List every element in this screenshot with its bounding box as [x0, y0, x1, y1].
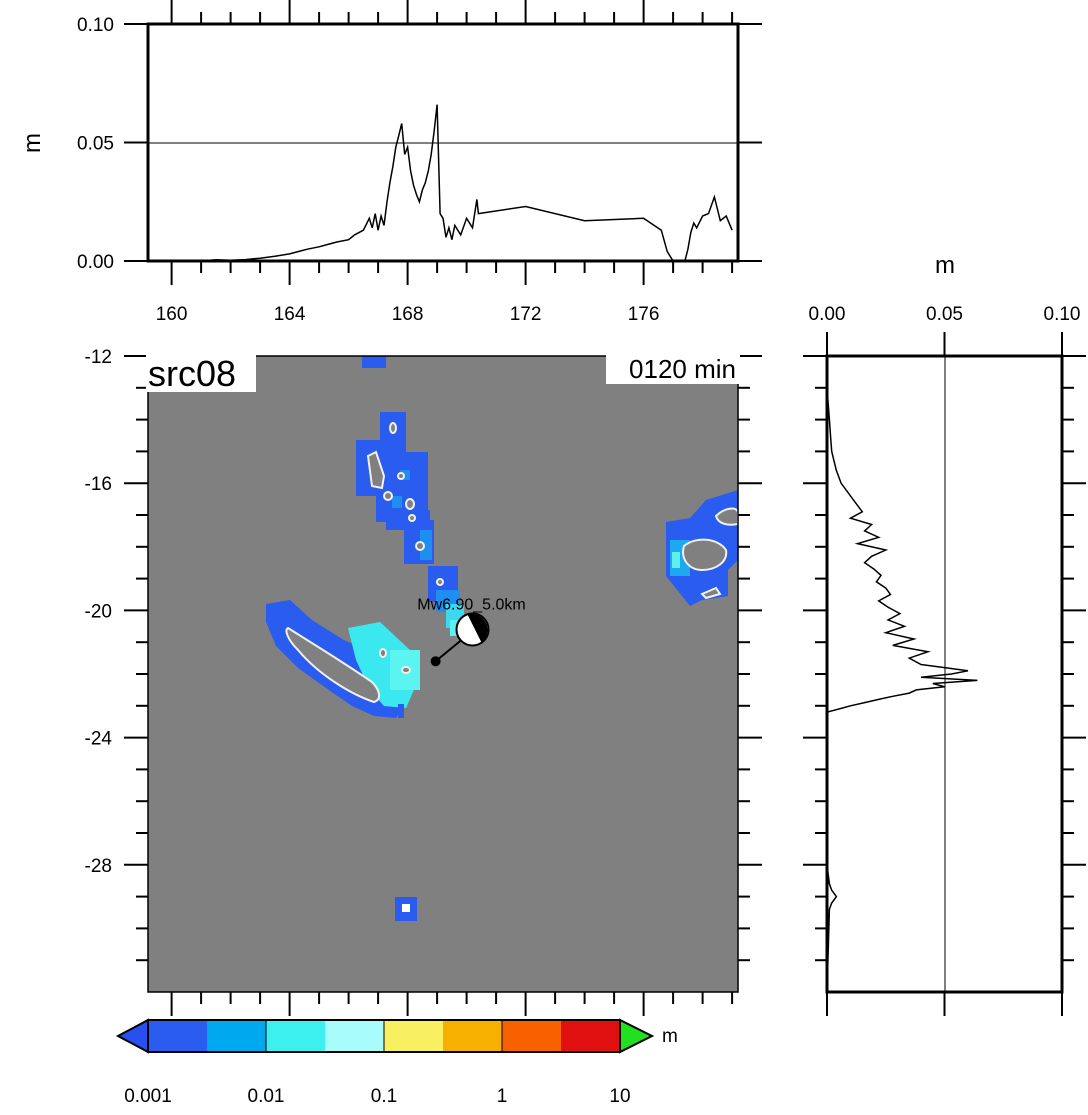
- top-xtick-label: 160: [156, 304, 188, 325]
- colorbar-segment: [561, 1020, 621, 1052]
- colorbar-label: 10: [609, 1086, 630, 1107]
- top-xtick-label: 164: [274, 304, 306, 325]
- event-label: Mw6.90_5.0km: [417, 596, 526, 613]
- colorbar-segment: [384, 1020, 444, 1052]
- colorbar-label: 1: [497, 1086, 508, 1107]
- top-profile-series-line: [151, 104, 733, 262]
- map-ocean-background: [148, 356, 738, 992]
- map-ytick-label: -16: [85, 474, 112, 495]
- colorbar-segment: [325, 1020, 385, 1052]
- colorbar-segment: [207, 1020, 267, 1052]
- top-xtick-label: 176: [628, 304, 660, 325]
- colorbar-under-arrow: [115, 1018, 149, 1054]
- map-panel: Mw6.90_5.0km -12 -16 -20 -24 -28 src08 0120 …: [85, 347, 762, 1016]
- colorbar-segment: [266, 1020, 326, 1052]
- time-label: 0120 min: [629, 354, 736, 384]
- colorbar-label: 0.1: [371, 1086, 397, 1107]
- map-ytick-label: -24: [85, 729, 113, 750]
- side-xtick-label: 0.05: [926, 304, 963, 325]
- wave-region-new-caledonia: [266, 600, 420, 718]
- top-profile-ylabel: m: [19, 133, 46, 153]
- top-ytick-label: 0.05: [77, 134, 114, 155]
- event-point: [430, 656, 441, 667]
- time-label-box: [606, 354, 740, 384]
- colorbar-segment: [502, 1020, 562, 1052]
- top-profile-panel: 0.10 0.05 0.00 160 164 168 172 176 m: [19, 0, 762, 325]
- colorbar-segment: [443, 1020, 503, 1052]
- map-ytick-label: -20: [85, 601, 112, 622]
- wave-region-fiji: [666, 490, 738, 606]
- side-xtick-label: 0.00: [809, 304, 846, 325]
- event-marker: Mw6.90_5.0km: [417, 596, 526, 667]
- source-label: src08: [148, 353, 236, 394]
- colorbar-segment: [148, 1020, 208, 1052]
- top-ytick-label: 0.00: [77, 252, 114, 273]
- top-xtick-label: 172: [510, 304, 542, 325]
- side-profile-xlabel: m: [935, 252, 955, 279]
- focal-mechanism-icon: [455, 612, 490, 647]
- source-label-box: [146, 354, 256, 392]
- top-ytick-label: 0.10: [77, 15, 114, 36]
- side-xtick-label: 0.10: [1044, 304, 1081, 325]
- side-profile-panel: 0.00 0.05 0.10 m: [803, 252, 1086, 1016]
- wave-region-vanuatu: [356, 356, 464, 636]
- wave-region-south: [395, 897, 417, 921]
- top-xtick-label: 168: [392, 304, 424, 325]
- colorbar-label: 0.01: [248, 1086, 285, 1107]
- colorbar: 0.001 0.01 0.1 1 10 m: [115, 1018, 678, 1107]
- side-profile-series-line: [826, 387, 978, 993]
- map-ytick-label: -12: [85, 347, 112, 368]
- colorbar-unit: m: [662, 1026, 678, 1047]
- map-ytick-label: -28: [85, 856, 112, 877]
- colorbar-over-arrow: [619, 1018, 655, 1054]
- colorbar-label: 0.001: [124, 1086, 172, 1107]
- event-link-line: [434, 636, 466, 663]
